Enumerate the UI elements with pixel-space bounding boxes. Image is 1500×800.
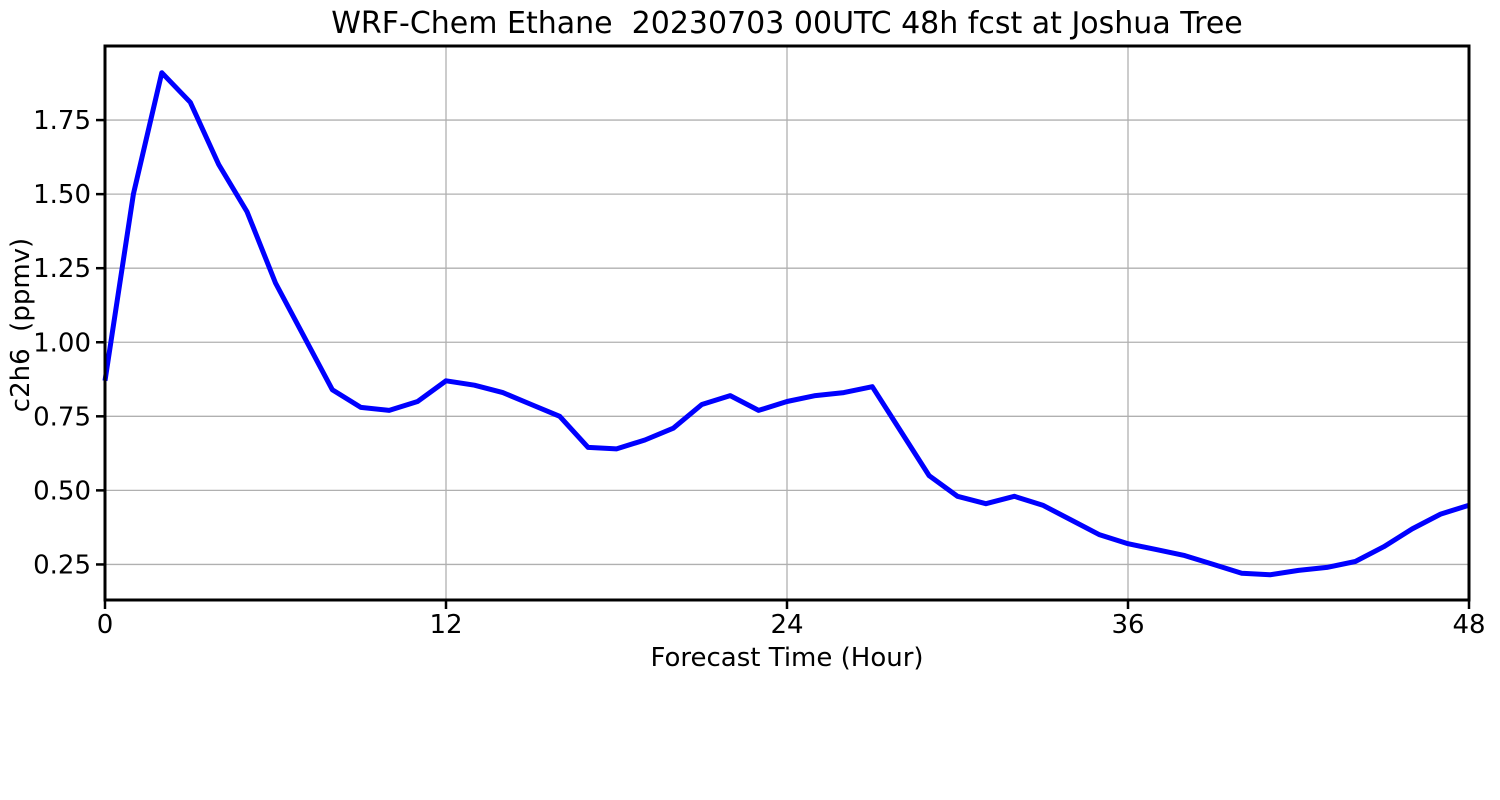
y-tick-label: 1.50: [33, 180, 91, 210]
x-tick-label: 12: [429, 610, 462, 640]
y-tick-label: 0.50: [33, 476, 91, 506]
x-tick-label: 0: [97, 610, 114, 640]
ethane-series-line: [102, 70, 1470, 578]
plot-border: [103, 44, 1471, 602]
y-tick-label: 1.75: [33, 106, 91, 136]
y-tick-label: 0.25: [33, 550, 91, 580]
y-tick-label: 1.00: [33, 328, 91, 358]
x-tick-label: 36: [1111, 610, 1144, 640]
x-axis-label: Forecast Time (Hour): [650, 643, 924, 673]
y-tick-label: 1.25: [33, 254, 91, 284]
x-tick-label: 48: [1452, 610, 1485, 640]
y-tick-label: 0.75: [33, 402, 91, 432]
x-tick-label: 24: [770, 610, 803, 640]
chart-title: WRF-Chem Ethane 20230703 00UTC 48h fcst …: [331, 6, 1243, 41]
